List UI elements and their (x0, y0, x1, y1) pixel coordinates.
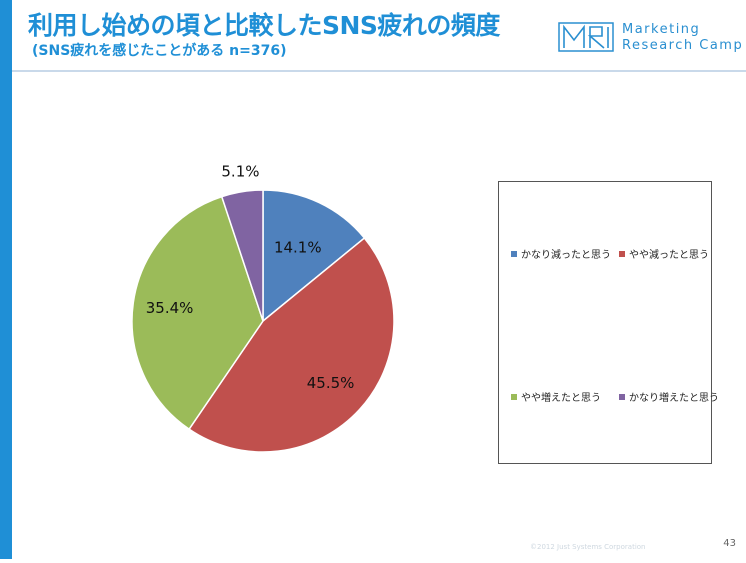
chart-legend: かなり減ったと思う やや減ったと思う やや増えたと思う かなり増えたと思う (498, 181, 719, 464)
legend-swatch-1 (619, 250, 625, 257)
legend-item-0: かなり減ったと思う (511, 246, 611, 261)
pie-data-label-0: 14.1% (274, 239, 322, 257)
copyright-text: ©2012 Just Systems Corporation (530, 543, 646, 551)
legend-swatch-3 (619, 393, 625, 400)
slide-title: 利用し始めの頃と比較したSNS疲れの頻度 (28, 11, 500, 40)
pie-data-label-3: 5.1% (221, 162, 259, 180)
legend-label-2: やや増えたと思う (521, 393, 601, 404)
legend-label-0: かなり減ったと思う (521, 250, 611, 261)
pie-slice-1 (188, 236, 395, 453)
pie-slice-0 (262, 189, 366, 323)
pie-data-label-1: 45.5% (307, 374, 355, 392)
logo-wordmark: Marketing Research Camp (622, 22, 743, 54)
pie-slice-3 (220, 189, 264, 322)
legend-label-3: かなり増えたと思う (629, 393, 719, 404)
logo-line-2: Research Camp (622, 38, 744, 53)
legend-item-2: やや増えたと思う (511, 389, 601, 404)
legend-swatch-2 (511, 393, 517, 400)
legend-label-1: やや減ったと思う (629, 250, 709, 261)
slide-header: 利用し始めの頃と比較したSNS疲れの頻度 (SNS疲れを感じたことがある n=3… (12, 0, 746, 68)
pie-slice-2 (131, 195, 264, 431)
header-divider (12, 70, 746, 72)
legend-item-1: やや減ったと思う (619, 246, 709, 261)
legend-item-3: かなり増えたと思う (619, 389, 719, 404)
accent-sidebar-bar (0, 0, 12, 559)
chart-area: 14.1% 45.5% 35.4% 5.1% (12, 72, 746, 559)
mrc-logo-icon (558, 22, 614, 52)
pie-chart: 14.1% 45.5% 35.4% 5.1% (131, 162, 395, 453)
slide-subtitle: (SNS疲れを感じたことがある n=376) (32, 43, 287, 59)
pie-data-label-2: 35.4% (146, 299, 194, 317)
page-number: 43 (723, 538, 736, 549)
logo-line-1: Marketing (622, 22, 701, 37)
legend-swatch-0 (511, 250, 517, 257)
